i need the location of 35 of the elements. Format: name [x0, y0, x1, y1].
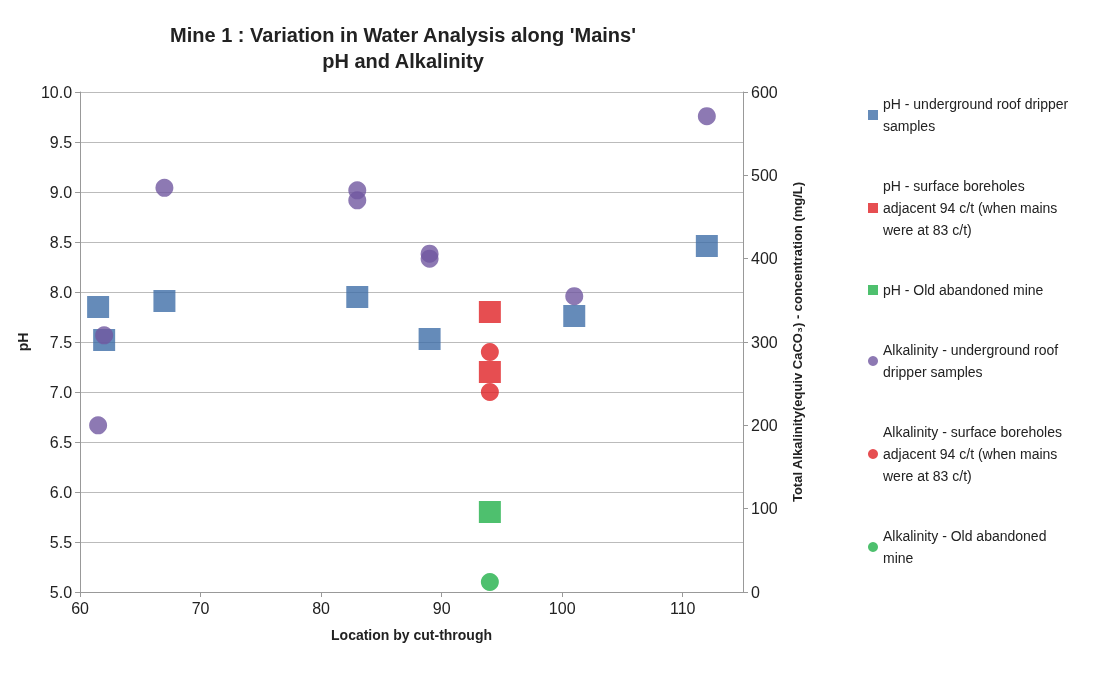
- y2-tick-label: 0: [751, 583, 760, 601]
- legend-label: pH - underground roof dripper samples: [883, 96, 1073, 134]
- x-axis-title: Location by cut-through: [331, 627, 493, 643]
- y-tick-label: 5.5: [49, 533, 73, 551]
- y2-tick-label: 500: [751, 166, 778, 184]
- legend-label: Alkalinity - Old abandoned mine: [883, 528, 1051, 566]
- x-tick-label: 60: [71, 599, 90, 617]
- y2-tick-label: 200: [751, 416, 778, 434]
- y-tick-label: 7.0: [49, 383, 73, 401]
- y2-tick-label: 300: [751, 333, 778, 351]
- y2-tick-label: 400: [751, 250, 778, 268]
- legend-label: Alkalinity - surface boreholes adjacent 94 c/t (when mains were at 83 c/t): [882, 424, 1066, 484]
- x-tick-label: 100: [548, 599, 576, 617]
- y-tick-label: 5.0: [49, 583, 73, 601]
- y2-tick-label: 600: [751, 83, 778, 101]
- y2-tick-label: 100: [751, 500, 778, 518]
- y-tick-label: 9.0: [49, 183, 73, 201]
- legend-label: pH - Old abandoned mine: [883, 282, 1044, 298]
- x-tick-label: 80: [312, 599, 331, 617]
- legend-label: Alkalinity - underground roof dripper samples: [883, 342, 1062, 380]
- x-tick-label: 70: [191, 599, 210, 617]
- y-tick-label: 6.5: [49, 433, 73, 451]
- x-tick-label: 110: [669, 599, 696, 617]
- y-tick-label: 8.0: [49, 283, 73, 301]
- y-axis-title: pH: [15, 332, 31, 352]
- chart-subtitle: pH and Alkalinity: [322, 50, 485, 72]
- x-tick-label: 90: [432, 599, 451, 617]
- y-tick-label: 9.5: [49, 133, 73, 151]
- legend-label: pH - surface boreholes adjacent 94 c/t (when mains were at 83 c/t): [882, 178, 1062, 238]
- y2-axis-title: Total Alkalinity(equiv CaCO₃) - concentration (mg/L): [790, 181, 805, 503]
- chart-title: Mine 1 : Variation in Water Analysis along 'Mains': [170, 24, 636, 46]
- y-tick-label: 10.0: [40, 83, 73, 101]
- y-tick-label: 6.0: [49, 483, 73, 501]
- y-tick-label: 7.5: [49, 333, 73, 351]
- y-tick-label: 8.5: [49, 233, 73, 251]
